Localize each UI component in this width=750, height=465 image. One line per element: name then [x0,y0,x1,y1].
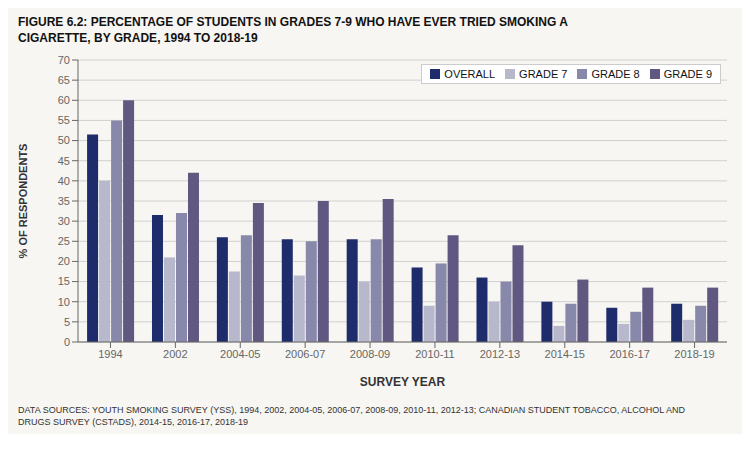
svg-text:40: 40 [58,175,70,187]
svg-text:2014-15: 2014-15 [545,348,585,360]
svg-text:% OF RESPONDENTS: % OF RESPONDENTS [17,144,29,259]
svg-text:2012-13: 2012-13 [480,348,520,360]
svg-text:60: 60 [58,94,70,106]
svg-text:30: 30 [58,215,70,227]
html-text:GRADE 7: GRADE 7 [519,68,568,80]
svg-text:2016-17: 2016-17 [609,348,649,360]
svg-text:2010-11: 2010-11 [415,348,455,360]
svg-text:25: 25 [58,235,70,247]
svg-text:65: 65 [58,74,70,86]
svg-text:50: 50 [58,134,70,146]
svg-text:1994: 1994 [98,348,122,360]
html-text:DATA SOURCES: YOUTH SMOKING SU: DATA SOURCES: YOUTH SMOKING SURVEY (YSS)… [18,405,685,415]
svg-text:SURVEY YEAR: SURVEY YEAR [360,375,446,389]
svg-text:2002: 2002 [163,348,187,360]
svg-text:2004-05: 2004-05 [220,348,260,360]
svg-text:35: 35 [58,195,70,207]
html-text:OVERALL: OVERALL [444,68,496,80]
svg-text:0: 0 [64,336,70,348]
html-text:GRADE 8: GRADE 8 [591,68,640,80]
svg-text:55: 55 [58,114,70,126]
svg-text:20: 20 [58,255,70,267]
svg-text:2006-07: 2006-07 [285,348,325,360]
svg-text:70: 70 [58,54,70,66]
html-text:GRADE 9: GRADE 9 [663,68,712,80]
svg-text:2018-19: 2018-19 [674,348,714,360]
html-text:DRUGS SURVEY (CSTADS), 2014-15: DRUGS SURVEY (CSTADS), 2014-15, 2016-17,… [18,417,249,427]
html-text:FIGURE 6.2: PERCENTAGE OF STUD: FIGURE 6.2: PERCENTAGE OF STUDENTS IN GR… [18,15,568,29]
svg-text:10: 10 [58,296,70,308]
html-text:CIGARETTE, BY GRADE, 1994 TO 2: CIGARETTE, BY GRADE, 1994 TO 2018-19 [18,31,258,45]
svg-text:2008-09: 2008-09 [350,348,390,360]
svg-text:45: 45 [58,155,70,167]
svg-text:15: 15 [58,275,70,287]
svg-text:5: 5 [64,316,70,328]
